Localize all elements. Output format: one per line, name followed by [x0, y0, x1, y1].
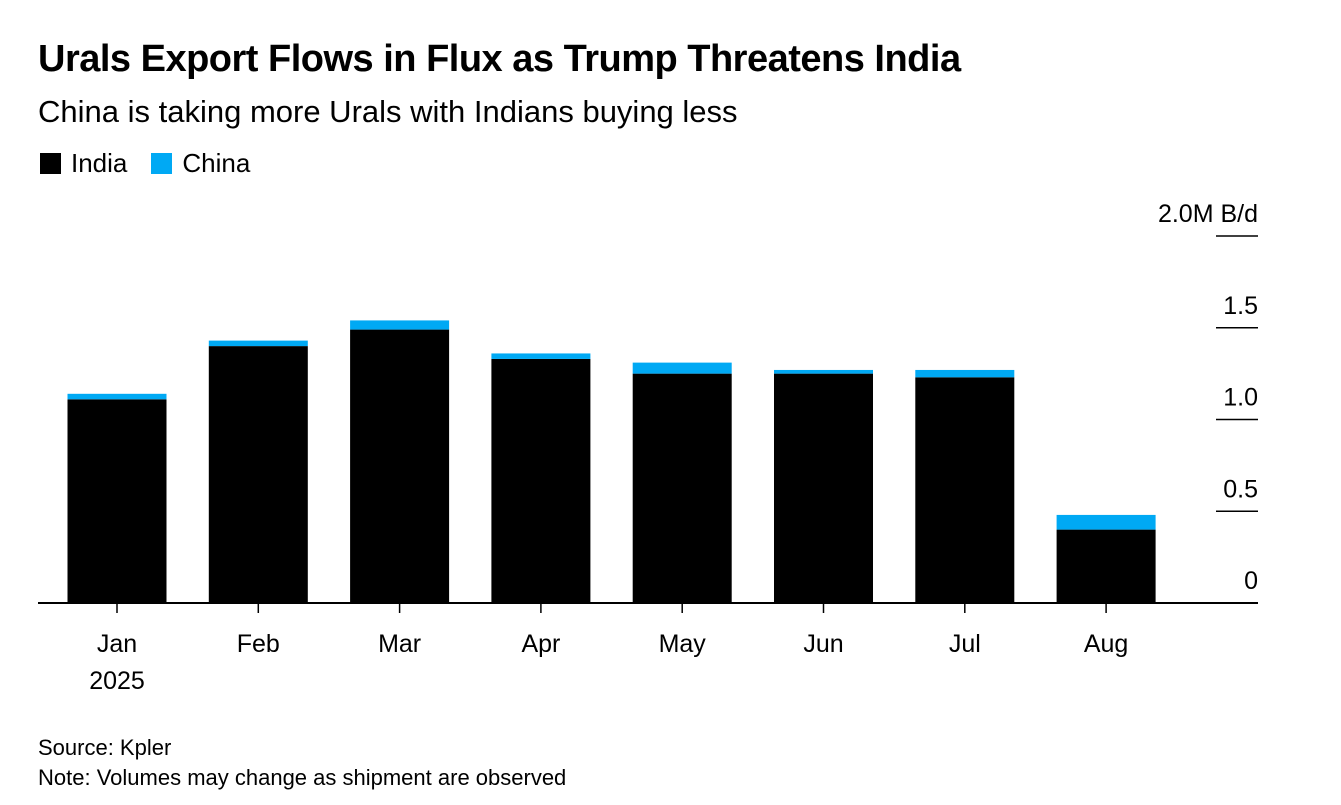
bar-india	[632, 373, 732, 603]
x-tick-label: Jun	[803, 630, 843, 658]
bar-india	[774, 373, 873, 603]
legend-item-china: China	[151, 148, 250, 179]
bar-india	[67, 399, 167, 603]
y-tick-label: 0.5	[1223, 475, 1258, 503]
bar-india	[208, 346, 308, 603]
bar-china	[67, 393, 167, 400]
bar-china	[208, 340, 308, 347]
bar-china	[350, 320, 450, 330]
bar-china	[915, 369, 1015, 378]
source-note: Source: Kpler	[38, 735, 172, 760]
bar-india	[491, 358, 591, 603]
volume-note: Note: Volumes may change as shipment are…	[38, 765, 567, 790]
y-tick-label: 1.5	[1223, 292, 1258, 320]
y-tick-label: 0	[1244, 567, 1258, 595]
legend-swatch-india	[40, 153, 61, 174]
bar-china	[491, 353, 591, 359]
x-tick-sublabel: 2025	[89, 667, 145, 695]
x-tick-label: Jan	[97, 630, 137, 658]
bar-china	[774, 369, 873, 374]
x-tick-label: Aug	[1084, 630, 1128, 658]
bar-china	[632, 362, 732, 374]
y-tick-label: 2.0M B/d	[1158, 200, 1258, 228]
y-tick-label: 1.0	[1223, 384, 1258, 412]
chart-subtitle: China is taking more Urals with Indians …	[38, 94, 738, 129]
bar-india	[915, 377, 1015, 603]
bar-india	[350, 329, 450, 603]
chart-title: Urals Export Flows in Flux as Trump Thre…	[38, 38, 961, 80]
x-tick-label: Jul	[949, 630, 981, 658]
x-tick-label: Apr	[521, 630, 560, 658]
legend-item-india: India	[40, 148, 127, 179]
legend: India China	[40, 148, 274, 179]
x-tick-label: Feb	[237, 630, 280, 658]
x-tick-label: May	[659, 630, 707, 658]
x-tick-label: Mar	[378, 630, 421, 658]
legend-label-india: India	[71, 148, 128, 178]
bar-india	[1056, 529, 1156, 603]
legend-label-china: China	[182, 148, 251, 178]
bar-china	[1056, 514, 1156, 530]
legend-swatch-china	[151, 153, 173, 174]
